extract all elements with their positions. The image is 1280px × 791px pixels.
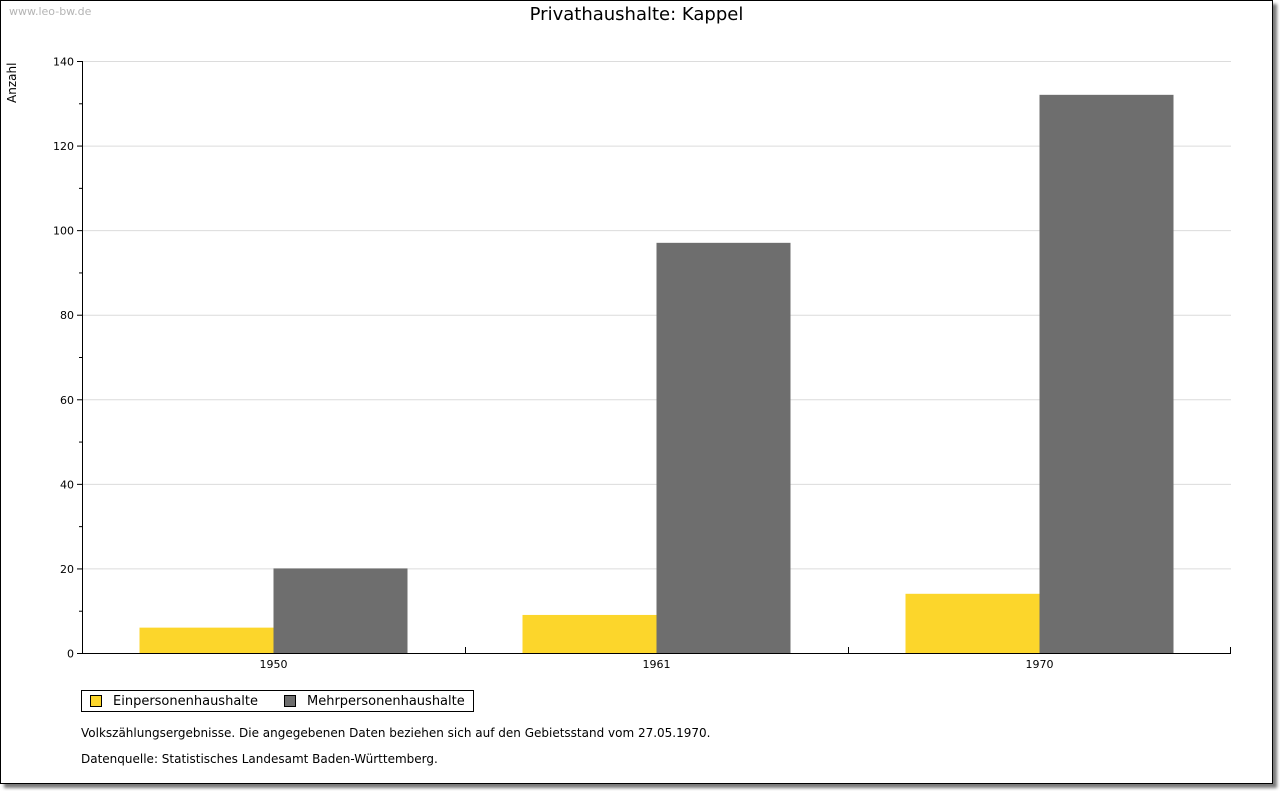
chart-title: Privathaushalte: Kappel xyxy=(529,4,744,25)
bar-chart: 0 20 40 60 80 100 120 140 1950 1961 1970 xyxy=(53,56,1231,671)
y-tick-label: 80 xyxy=(60,309,74,322)
y-tick-label: 40 xyxy=(60,478,74,491)
legend-label-einpersonen: Einpersonenhaushalte xyxy=(113,693,258,709)
x-tick-label: 1950 xyxy=(260,658,288,671)
bar-mehrpersonenhaushalte-1970 xyxy=(1039,94,1174,654)
legend-swatch-mehrpersonen xyxy=(284,695,296,707)
y-tick-label: 100 xyxy=(53,225,74,238)
legend-item-einpersonen: Einpersonenhaushalte xyxy=(90,694,258,709)
watermark: www.leo-bw.de xyxy=(9,5,92,18)
y-tick-label: 20 xyxy=(60,563,74,576)
note-census: Volkszählungsergebnisse. Die angegebenen… xyxy=(81,726,711,740)
legend: Einpersonenhaushalte Mehrpersonenhaushal… xyxy=(81,690,474,712)
bar-einpersonenhaushalte-1970 xyxy=(905,593,1040,653)
y-tick-label: 120 xyxy=(53,140,74,153)
bar-einpersonenhaushalte-1961 xyxy=(522,614,657,653)
y-tick-label: 60 xyxy=(60,394,74,407)
legend-swatch-einpersonen xyxy=(90,695,102,707)
bar-mehrpersonenhaushalte-1961 xyxy=(656,242,791,654)
legend-label-mehrpersonen: Mehrpersonenhaushalte xyxy=(307,693,465,709)
bar-mehrpersonenhaushalte-1950 xyxy=(273,568,408,653)
y-tick-label: 140 xyxy=(53,56,74,69)
x-tick-label: 1970 xyxy=(1026,658,1054,671)
y-tick-label: 0 xyxy=(67,648,74,661)
note-source: Datenquelle: Statistisches Landesamt Bad… xyxy=(81,752,438,766)
legend-item-mehrpersonen: Mehrpersonenhaushalte xyxy=(284,694,465,709)
bar-einpersonenhaushalte-1950 xyxy=(139,627,274,653)
x-tick-label: 1961 xyxy=(643,658,671,671)
